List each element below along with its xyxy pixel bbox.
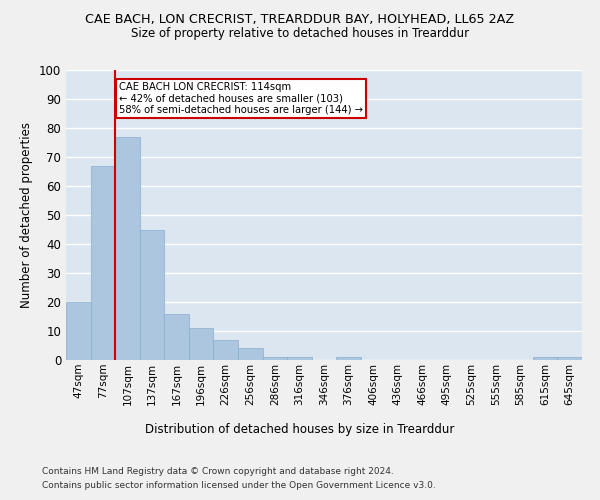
Bar [115, 136, 140, 360]
Bar [557, 357, 582, 360]
Bar [164, 314, 189, 360]
Bar [533, 357, 557, 360]
Bar [189, 328, 214, 360]
Bar [287, 357, 312, 360]
Bar [91, 166, 115, 360]
Text: Size of property relative to detached houses in Trearddur: Size of property relative to detached ho… [131, 28, 469, 40]
Bar [214, 340, 238, 360]
Text: Contains HM Land Registry data © Crown copyright and database right 2024.: Contains HM Land Registry data © Crown c… [42, 468, 394, 476]
Bar [336, 357, 361, 360]
Bar [66, 302, 91, 360]
Text: CAE BACH, LON CRECRIST, TREARDDUR BAY, HOLYHEAD, LL65 2AZ: CAE BACH, LON CRECRIST, TREARDDUR BAY, H… [85, 12, 515, 26]
Bar [140, 230, 164, 360]
Text: CAE BACH LON CRECRIST: 114sqm
← 42% of detached houses are smaller (103)
58% of : CAE BACH LON CRECRIST: 114sqm ← 42% of d… [119, 82, 363, 115]
Text: Contains public sector information licensed under the Open Government Licence v3: Contains public sector information licen… [42, 481, 436, 490]
Text: Distribution of detached houses by size in Trearddur: Distribution of detached houses by size … [145, 422, 455, 436]
Bar [238, 348, 263, 360]
Bar [263, 357, 287, 360]
Y-axis label: Number of detached properties: Number of detached properties [20, 122, 34, 308]
